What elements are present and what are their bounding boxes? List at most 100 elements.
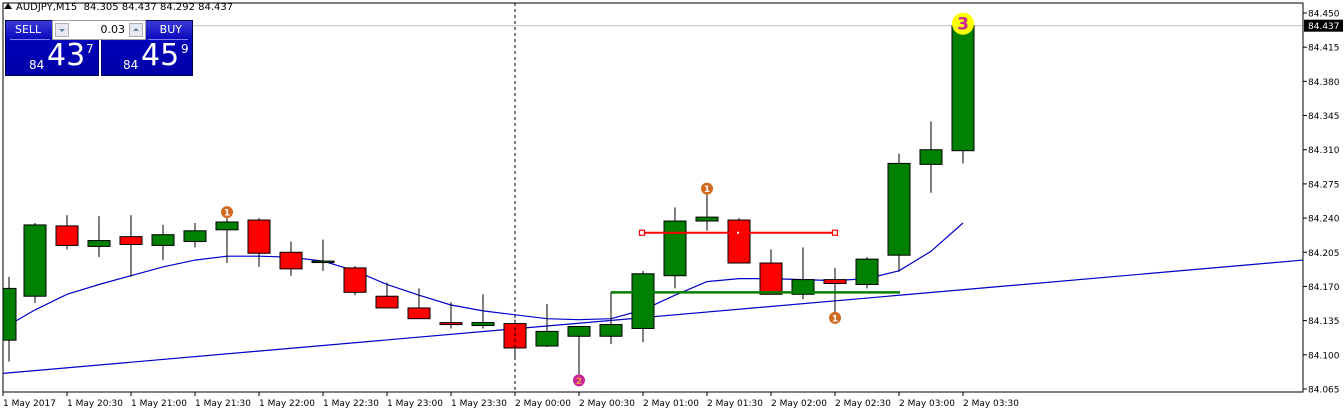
time-tick-label: 1 May 23:00 — [387, 399, 443, 409]
bull-candle — [695, 194, 719, 231]
bear-candle — [439, 302, 463, 329]
marker-3-icon: 3 — [952, 12, 974, 35]
candle-body — [919, 149, 943, 165]
chart-title: AUDJPY,M15 84.305 84.437 84.292 84.437 — [4, 2, 233, 13]
marker-1-icon: 1 — [829, 311, 841, 324]
time-tick-label: 2 May 03:00 — [899, 399, 955, 409]
candle-body — [375, 295, 399, 309]
marker-label: 1 — [224, 209, 230, 219]
candle-body — [311, 260, 335, 264]
candle-body — [215, 221, 239, 231]
time-tick-label: 1 May 21:00 — [131, 399, 187, 409]
price-axis[interactable]: 84.450 84.415 84.380 84.345 84.310 84.275 84.2… — [1302, 3, 1343, 396]
candle-body — [599, 324, 623, 337]
buy-price-prefix: 84 — [123, 58, 139, 72]
bear-candle — [247, 218, 271, 267]
candle-body — [279, 251, 303, 270]
candle-body — [87, 240, 111, 247]
candle-body — [791, 279, 815, 295]
collapse-triangle-icon[interactable] — [4, 3, 12, 9]
trade-markers: 1 2 1 1 3 — [221, 12, 974, 387]
price-tick-label: 84.100 — [1308, 351, 1340, 361]
sell-price-sup: 7 — [86, 42, 94, 56]
trend-line-midpoint — [737, 231, 739, 234]
time-tick-label: 2 May 02:30 — [835, 399, 891, 409]
marker-label: 3 — [957, 15, 969, 35]
chart-objects[interactable] — [514, 3, 900, 392]
time-tick-label: 2 May 03:30 — [963, 399, 1019, 409]
lot-size-stepper[interactable]: 0.03 — [52, 20, 146, 40]
lot-increase-icon[interactable] — [129, 23, 143, 37]
candle-body — [439, 322, 463, 326]
candle-body — [23, 224, 47, 297]
sell-price-big: 43 — [47, 38, 86, 73]
price-tick-label: 84.310 — [1308, 146, 1340, 156]
bull-candle — [535, 304, 559, 348]
lot-size-input[interactable]: 0.03 — [100, 23, 126, 36]
time-tick-label: 1 May 2017 — [3, 399, 56, 409]
price-tick-label: 84.135 — [1308, 317, 1340, 327]
price-tick-label: 84.170 — [1308, 283, 1340, 293]
candle-body — [247, 219, 271, 254]
price-tick-label: 84.345 — [1308, 112, 1340, 122]
candle-body — [663, 220, 687, 277]
trend-line-handle[interactable] — [638, 229, 646, 236]
candle-body — [151, 234, 175, 246]
time-tick-label: 1 May 22:00 — [259, 399, 315, 409]
time-tick-label: 2 May 01:00 — [643, 399, 699, 409]
candle-body — [343, 267, 367, 293]
time-tick-label: 1 May 22:30 — [323, 399, 379, 409]
sell-label: SELL — [15, 23, 42, 36]
candle-body — [631, 273, 655, 329]
bear-candle — [343, 265, 367, 296]
time-tick-label: 1 May 21:30 — [195, 399, 251, 409]
marker-label: 2 — [576, 377, 582, 387]
marker-circle — [573, 374, 585, 387]
bull-candle — [215, 218, 239, 264]
bull-candle — [471, 294, 495, 329]
price-tick-label: 84.275 — [1308, 180, 1340, 190]
candle-body — [535, 330, 559, 347]
bull-candle — [2, 276, 17, 362]
bull-candle — [951, 25, 975, 164]
buy-label: BUY — [159, 23, 182, 36]
time-axis[interactable]: 1 May 2017 1 May 20:30 1 May 21:00 1 May 21… — [2, 392, 1019, 409]
buy-underline — [148, 39, 188, 40]
price-tick-label: 84.240 — [1308, 215, 1340, 225]
time-tick-label: 2 May 02:00 — [771, 399, 827, 409]
buy-price-sup: 9 — [181, 42, 189, 56]
bear-candle — [759, 249, 783, 295]
bull-candle — [631, 270, 655, 343]
bear-candle — [55, 215, 79, 250]
trend-line-handle[interactable] — [831, 229, 839, 236]
bear-candle — [823, 267, 847, 312]
bull-candle — [663, 207, 687, 289]
candle-body — [119, 236, 143, 245]
price-tick-label: 84.415 — [1308, 44, 1340, 54]
time-tick-label: 2 May 00:00 — [515, 399, 571, 409]
candle-body — [695, 216, 719, 222]
ohlc-values: 84.305 84.437 84.292 84.437 — [83, 2, 234, 13]
marker-circle — [829, 311, 841, 324]
price-tick-label: 84.205 — [1308, 249, 1340, 259]
lot-decrease-icon[interactable] — [55, 23, 69, 37]
sell-button[interactable]: SELL 84 43 7 — [5, 20, 99, 76]
bear-candle — [279, 241, 303, 276]
current-price-label: 84.437 — [1308, 22, 1340, 32]
candle-body — [471, 322, 495, 327]
bear-candle — [407, 288, 431, 320]
candle-body — [2, 287, 17, 341]
bull-candle — [151, 224, 175, 261]
bear-candle — [375, 282, 399, 309]
chart-frame — [2, 2, 1304, 393]
bull-candle — [567, 325, 591, 375]
marker-label: 1 — [832, 314, 838, 324]
bear-candle — [119, 215, 143, 277]
bull-candle — [311, 239, 335, 271]
time-tick-label: 2 May 01:30 — [707, 399, 763, 409]
candle-body — [183, 230, 207, 243]
bull-candle — [855, 257, 879, 289]
time-tick-label: 2 May 00:30 — [579, 399, 635, 409]
marker-1-icon: 1 — [221, 206, 233, 219]
